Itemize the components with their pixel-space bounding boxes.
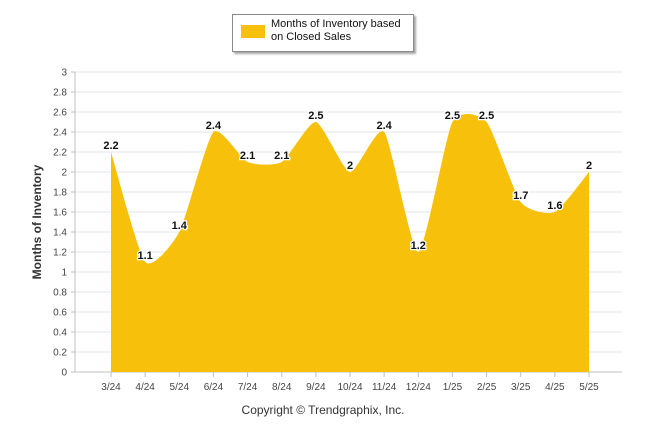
x-tick-label: 3/25 (511, 382, 531, 393)
y-tick-label: 0 (61, 368, 67, 379)
x-tick-label: 7/24 (238, 382, 258, 393)
data-label: 2 (586, 160, 592, 172)
x-tick-label: 6/24 (204, 382, 224, 393)
x-tick-label: 1/25 (443, 382, 463, 393)
data-label: 1.6 (547, 200, 562, 212)
legend: Months of Inventory based on Closed Sale… (232, 14, 414, 52)
data-label: 2.1 (240, 150, 255, 162)
y-tick-label: 2.4 (53, 128, 67, 139)
data-label: 2.4 (206, 120, 222, 132)
x-tick-label: 4/25 (545, 382, 565, 393)
y-tick-label: 1 (61, 268, 67, 279)
y-tick-label: 2.2 (53, 148, 67, 159)
x-tick-label: 12/24 (406, 382, 431, 393)
y-tick-label: 3 (61, 68, 67, 79)
y-tick-label: 2 (61, 168, 67, 179)
copyright-text: Copyright © Trendgraphix, Inc. (241, 403, 405, 417)
x-tick-label: 9/24 (306, 382, 326, 393)
data-label: 2.2 (103, 140, 118, 152)
data-label: 2.5 (308, 110, 323, 122)
x-tick-label: 8/24 (272, 382, 292, 393)
legend-swatch (241, 25, 265, 38)
data-label: 2.5 (445, 110, 460, 122)
data-label: 1.4 (172, 220, 188, 232)
legend-label: Months of Inventory based on Closed Sale… (271, 18, 401, 43)
y-tick-label: 1.8 (53, 188, 67, 199)
x-tick-label: 4/24 (135, 382, 155, 393)
data-label: 1.1 (137, 250, 152, 262)
x-tick-label: 5/25 (579, 382, 599, 393)
y-tick-label: 0.6 (53, 308, 67, 319)
x-tick-label: 3/24 (101, 382, 121, 393)
y-tick-label: 0.4 (53, 328, 67, 339)
data-label: 1.2 (411, 240, 426, 252)
data-label: 2 (347, 160, 353, 172)
data-label: 2.1 (274, 150, 289, 162)
y-tick-label: 1.4 (53, 228, 67, 239)
y-tick-label: 2.8 (53, 88, 67, 99)
y-axis-label: Months of Inventory (30, 164, 44, 280)
x-tick-label: 2/25 (477, 382, 497, 393)
area-series (111, 114, 589, 373)
x-tick-label: 11/24 (372, 382, 397, 393)
data-label: 1.7 (513, 190, 528, 202)
x-tick-label: 5/24 (170, 382, 190, 393)
y-tick-label: 0.8 (53, 288, 67, 299)
y-tick-label: 1.6 (53, 208, 67, 219)
y-tick-label: 1.2 (53, 248, 67, 259)
y-tick-label: 2.6 (53, 108, 67, 119)
data-label: 2.5 (479, 110, 494, 122)
y-tick-label: 0.2 (53, 348, 67, 359)
x-tick-label: 10/24 (337, 382, 362, 393)
data-label: 2.4 (376, 120, 392, 132)
